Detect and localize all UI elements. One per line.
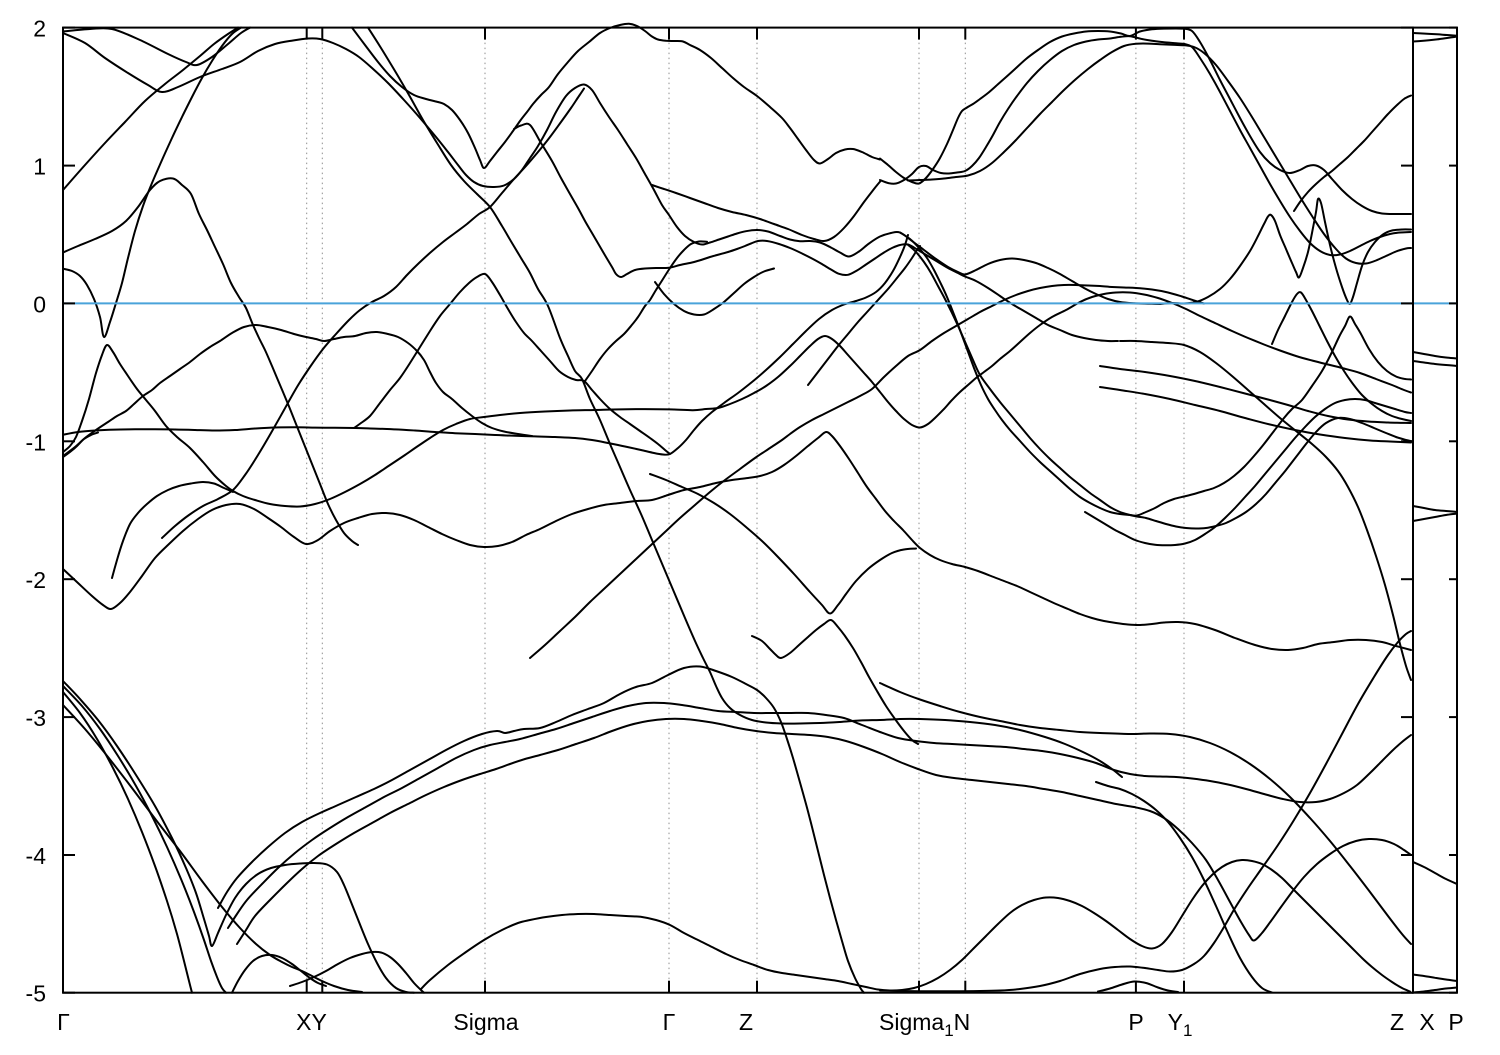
svg-text:X: X (1419, 1009, 1434, 1035)
svg-text:P: P (1128, 1009, 1143, 1035)
svg-text:-5: -5 (26, 981, 46, 1007)
svg-text:XY: XY (296, 1009, 327, 1035)
svg-text:P: P (1448, 1009, 1463, 1035)
svg-text:Z: Z (739, 1009, 753, 1035)
svg-text:Sigma: Sigma (453, 1009, 518, 1035)
svg-text:Γ: Γ (57, 1009, 70, 1035)
svg-text:Z: Z (1390, 1009, 1404, 1035)
svg-text:Γ: Γ (663, 1009, 676, 1035)
svg-text:-4: -4 (26, 843, 47, 869)
svg-text:1: 1 (33, 154, 46, 180)
svg-text:-1: -1 (26, 429, 46, 455)
svg-text:2: 2 (33, 16, 46, 42)
svg-text:-3: -3 (26, 705, 46, 731)
svg-text:Sigma1N: Sigma1N (879, 1009, 970, 1040)
svg-text:-2: -2 (26, 567, 46, 593)
svg-text:0: 0 (33, 291, 46, 317)
